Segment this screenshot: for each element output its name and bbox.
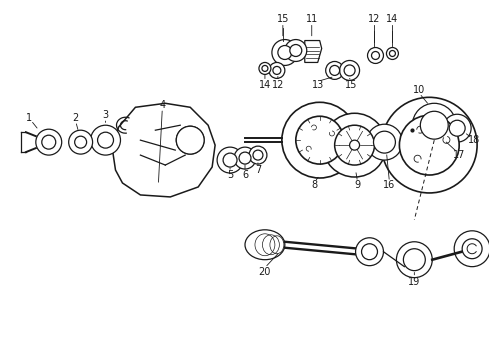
Circle shape [413, 103, 456, 147]
Circle shape [36, 129, 62, 155]
Circle shape [368, 48, 384, 63]
Circle shape [176, 126, 204, 154]
Circle shape [269, 62, 285, 78]
Text: 15: 15 [277, 14, 289, 24]
Circle shape [42, 135, 56, 149]
Polygon shape [113, 103, 215, 197]
Circle shape [335, 125, 374, 165]
Circle shape [290, 45, 302, 57]
Circle shape [420, 111, 448, 139]
Circle shape [399, 115, 459, 175]
Text: 18: 18 [468, 135, 480, 145]
Text: 8: 8 [312, 180, 318, 190]
Circle shape [362, 244, 377, 260]
Circle shape [462, 239, 482, 259]
Circle shape [285, 40, 307, 62]
Circle shape [296, 116, 343, 164]
Circle shape [340, 60, 360, 80]
Text: 2: 2 [73, 113, 79, 123]
Circle shape [74, 136, 87, 148]
Circle shape [282, 102, 358, 178]
Circle shape [272, 40, 298, 66]
Polygon shape [305, 41, 322, 62]
Text: 16: 16 [383, 180, 395, 190]
Circle shape [356, 238, 384, 266]
Circle shape [382, 97, 477, 193]
Circle shape [217, 147, 243, 173]
Text: 11: 11 [306, 14, 318, 24]
Text: 19: 19 [408, 276, 420, 287]
Text: 7: 7 [255, 165, 261, 175]
Circle shape [349, 140, 360, 150]
Ellipse shape [245, 230, 285, 260]
Circle shape [273, 67, 281, 75]
Circle shape [278, 45, 292, 59]
Circle shape [259, 62, 271, 75]
Text: 20: 20 [259, 267, 271, 276]
Text: 5: 5 [227, 170, 233, 180]
Circle shape [390, 50, 395, 57]
Circle shape [403, 249, 425, 271]
Circle shape [234, 147, 256, 169]
Circle shape [367, 124, 402, 160]
Circle shape [387, 48, 398, 59]
Text: 9: 9 [354, 180, 361, 190]
Circle shape [443, 114, 471, 142]
Text: 1: 1 [26, 113, 32, 123]
Text: 12: 12 [368, 14, 381, 24]
Circle shape [454, 231, 490, 267]
Circle shape [449, 120, 465, 136]
Text: 12: 12 [271, 80, 284, 90]
Circle shape [91, 125, 121, 155]
Circle shape [249, 146, 267, 164]
Circle shape [323, 113, 387, 177]
Text: 15: 15 [345, 80, 358, 90]
Text: 17: 17 [453, 150, 466, 160]
Circle shape [253, 150, 263, 160]
Circle shape [373, 131, 395, 153]
Circle shape [330, 66, 340, 75]
Text: 4: 4 [159, 100, 166, 110]
Text: 13: 13 [312, 80, 324, 90]
Circle shape [223, 153, 237, 167]
Circle shape [69, 130, 93, 154]
Text: 14: 14 [259, 80, 271, 90]
Text: 10: 10 [413, 85, 425, 95]
Circle shape [326, 62, 343, 80]
Circle shape [371, 51, 379, 59]
Circle shape [262, 66, 268, 71]
Text: 14: 14 [386, 14, 398, 24]
Circle shape [396, 242, 432, 278]
Circle shape [98, 132, 114, 148]
Text: 3: 3 [102, 110, 109, 120]
Text: 6: 6 [242, 170, 248, 180]
Circle shape [344, 65, 355, 76]
Circle shape [239, 152, 251, 164]
